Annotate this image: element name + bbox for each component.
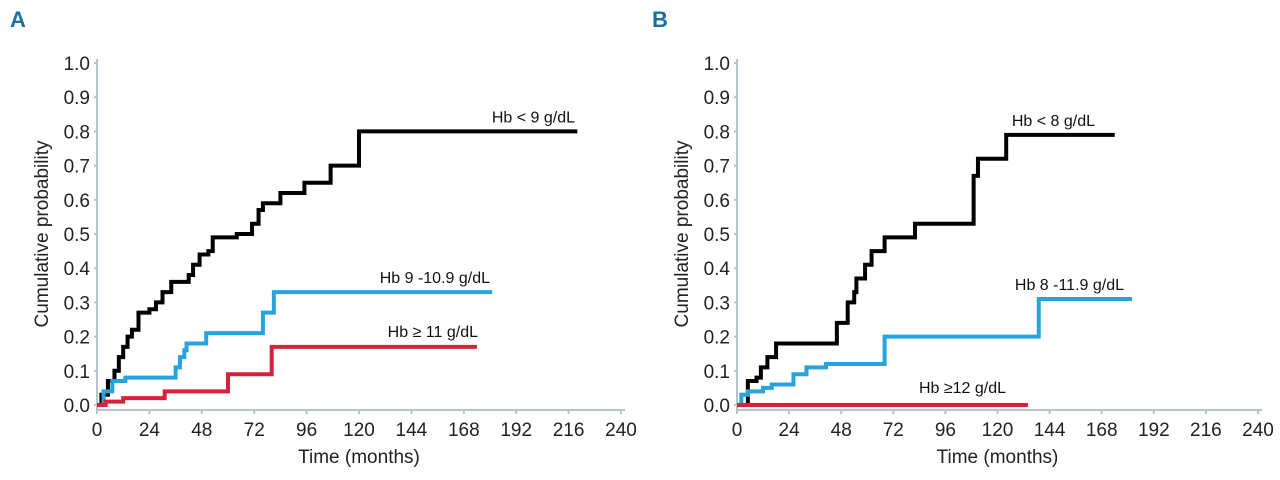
- series-label: Hb ≥ 11 g/dL: [388, 324, 478, 341]
- x-tick-label: 72: [244, 420, 265, 441]
- series-label: Hb < 8 g/dL: [1012, 113, 1095, 130]
- y-tick-label: 0.8: [64, 122, 90, 143]
- panel-a: A 0.0 0.1 0.2 0.3 0.4 0.5 0.6 0.7 0.8 0.9 1.0 0 24 48 7…: [10, 7, 637, 468]
- y-tick-label: 0.7: [704, 157, 730, 178]
- y-axis-label: Cumulative probability: [672, 140, 693, 327]
- series-line-1: [97, 290, 493, 407]
- x-tick-label: 0: [732, 420, 743, 441]
- panel-b: B 0.0 0.1 0.2 0.3 0.4 0.5 0.6 0.7 0.8 0.9 1.0 0 24 48 7…: [652, 7, 1274, 468]
- series-line-0: [97, 129, 578, 407]
- y-tick-label: 0.7: [64, 157, 90, 178]
- x-axis-label: Time (months): [937, 447, 1059, 468]
- y-tick-label: 1.0: [704, 54, 730, 75]
- y-tick-label: 0.8: [704, 122, 730, 143]
- x-tick-label: 24: [779, 420, 801, 441]
- y-tick-label: 0.4: [704, 259, 731, 280]
- y-tick-label: 0.0: [64, 396, 90, 417]
- x-tick-label: 168: [448, 420, 480, 441]
- series-label: Hb < 9 g/dL: [492, 109, 575, 126]
- series-label: Hb 8 -11.9 g/dL: [1015, 277, 1124, 294]
- y-tick-label: 0.9: [704, 88, 730, 109]
- series-label: Hb 9 -10.9 g/dL: [380, 270, 490, 287]
- y-tick-label: 1.0: [64, 54, 90, 75]
- x-tick-label: 72: [883, 420, 904, 441]
- x-tick-label: 144: [396, 420, 428, 441]
- x-tick-label: 48: [831, 420, 852, 441]
- x-tick-label: 96: [296, 420, 317, 441]
- x-tick-label: 48: [191, 420, 212, 441]
- series-line-2: [97, 344, 477, 407]
- x-tick-label: 192: [1138, 420, 1170, 441]
- x-tick-label: 192: [500, 420, 532, 441]
- x-tick-label: 96: [935, 420, 956, 441]
- x-tick-label: 240: [605, 420, 637, 441]
- y-tick-label: 0.6: [64, 191, 90, 212]
- y-tick-label: 0.9: [64, 88, 90, 109]
- y-tick-label: 0.2: [64, 328, 90, 349]
- y-tick-label: 0.2: [704, 328, 730, 349]
- x-tick-label: 0: [92, 420, 103, 441]
- x-tick-label: 120: [982, 420, 1014, 441]
- x-tick-label: 24: [139, 420, 161, 441]
- x-axis-label: Time (months): [298, 447, 420, 468]
- panel-label: A: [10, 7, 26, 32]
- x-tick-label: 216: [1190, 420, 1222, 441]
- x-tick-label: 240: [1242, 420, 1274, 441]
- y-tick-label: 0.1: [704, 362, 730, 383]
- y-tick-label: 0.4: [64, 259, 91, 280]
- y-tick-label: 0.3: [64, 293, 90, 314]
- y-tick-label: 0.1: [64, 362, 90, 383]
- y-tick-label: 0.6: [704, 191, 730, 212]
- y-axis-label: Cumulative probability: [32, 140, 53, 327]
- y-tick-label: 0.0: [704, 396, 730, 417]
- series-line-0: [737, 132, 1115, 407]
- x-tick-label: 168: [1086, 420, 1118, 441]
- y-tick-label: 0.5: [704, 225, 730, 246]
- x-tick-label: 144: [1034, 420, 1066, 441]
- y-tick-label: 0.3: [704, 293, 730, 314]
- series-line-1: [737, 296, 1133, 407]
- x-tick-label: 120: [343, 420, 375, 441]
- y-tick-label: 0.5: [64, 225, 90, 246]
- x-tick-label: 216: [553, 420, 585, 441]
- panel-label: B: [652, 7, 668, 32]
- series-label: Hb ≥12 g/dL: [919, 380, 1006, 397]
